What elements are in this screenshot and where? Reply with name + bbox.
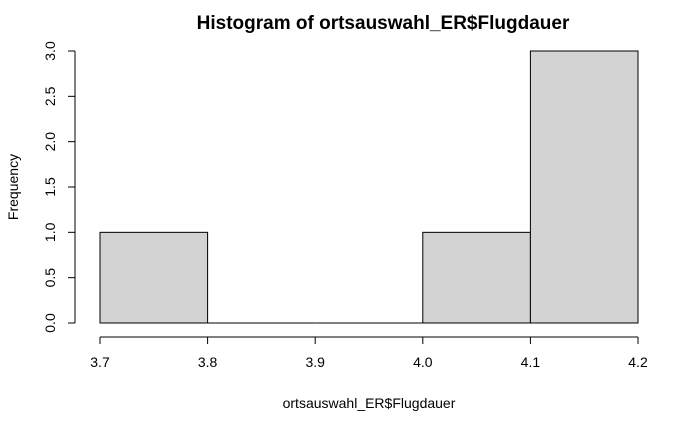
histogram-bar-0 (99, 231, 209, 324)
x-tick-label-4: 4.1 (521, 354, 541, 370)
y-tick-label-4: 2.0 (42, 132, 58, 152)
x-tick-label-1: 3.8 (198, 354, 218, 370)
y-tick-label-2: 1.0 (42, 222, 58, 242)
x-tick-label-3: 4.0 (413, 354, 433, 370)
y-tick-label-6: 3.0 (42, 41, 58, 61)
x-axis-ticks: 3.7 3.8 3.9 4.0 4.1 4.2 (90, 337, 648, 370)
bars-group (99, 50, 639, 324)
x-tick-label-0: 3.7 (90, 354, 110, 370)
y-axis-ticks: 0.0 0.5 1.0 1.5 2.0 2.5 3.0 (42, 41, 75, 333)
histogram-bar-4 (529, 50, 639, 324)
y-tick-label-1: 0.5 (42, 268, 58, 288)
y-tick-label-3: 1.5 (42, 177, 58, 197)
histogram-bar-3 (422, 231, 531, 324)
x-axis-label: ortsauswahl_ER$Flugdauer (283, 395, 456, 411)
y-tick-label-0: 0.0 (42, 313, 58, 333)
x-tick-label-5: 4.2 (628, 354, 648, 370)
x-tick-label-2: 3.9 (305, 354, 325, 370)
y-tick-label-5: 2.5 (42, 86, 58, 106)
chart-title: Histogram of ortsauswahl_ER$Flugdauer (197, 13, 570, 34)
y-axis-label: Frequency (5, 154, 21, 220)
